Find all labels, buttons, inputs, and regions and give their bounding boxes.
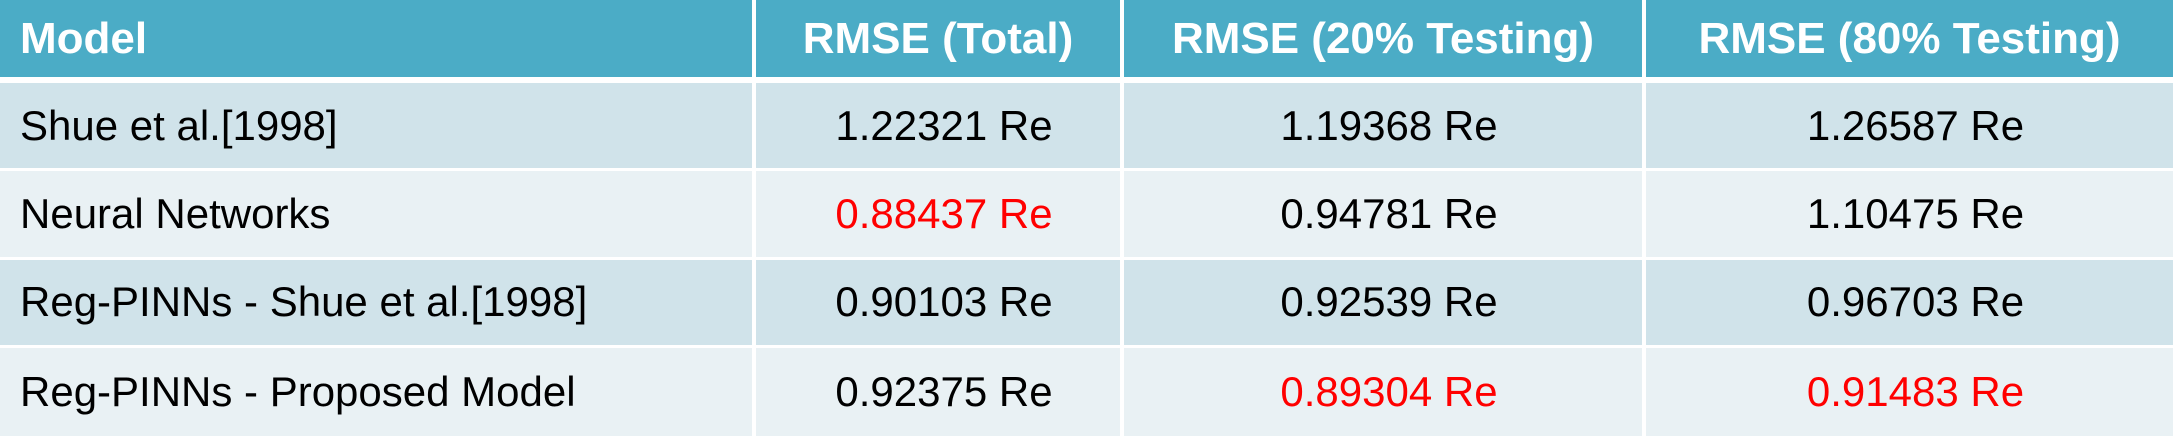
rmse-20-testing-cell: 0.94781 Re — [1120, 171, 1642, 260]
rmse-20-testing-cell-best: 0.89304 Re — [1120, 347, 1642, 436]
column-header-model: Model — [0, 0, 752, 83]
header-row: Model RMSE (Total) RMSE (20% Testing) RM… — [0, 0, 2173, 83]
rmse-total-cell: 0.90103 Re — [752, 259, 1120, 348]
rmse-80-testing-cell: 1.26587 Re — [1642, 83, 2173, 172]
model-name-cell: Reg-PINNs - Proposed Model — [0, 347, 752, 436]
table-row: Neural Networks 0.88437 Re 0.94781 Re 1.… — [0, 171, 2173, 260]
rmse-20-testing-cell: 1.19368 Re — [1120, 83, 1642, 172]
model-name-cell: Reg-PINNs - Shue et al.[1998] — [0, 259, 752, 348]
model-name-cell: Neural Networks — [0, 171, 752, 260]
column-header-rmse-20-testing: RMSE (20% Testing) — [1120, 0, 1642, 83]
model-name-cell: Shue et al.[1998] — [0, 83, 752, 172]
table-row: Reg-PINNs - Proposed Model 0.92375 Re 0.… — [0, 347, 2173, 436]
table-body: Shue et al.[1998] 1.22321 Re 1.19368 Re … — [0, 83, 2173, 436]
table-header: Model RMSE (Total) RMSE (20% Testing) RM… — [0, 0, 2173, 83]
rmse-total-cell: 0.92375 Re — [752, 347, 1120, 436]
table-row: Reg-PINNs - Shue et al.[1998] 0.90103 Re… — [0, 259, 2173, 348]
rmse-total-cell: 1.22321 Re — [752, 83, 1120, 172]
column-header-rmse-total: RMSE (Total) — [752, 0, 1120, 83]
rmse-80-testing-cell-best: 0.91483 Re — [1642, 347, 2173, 436]
rmse-80-testing-cell: 1.10475 Re — [1642, 171, 2173, 260]
table-row: Shue et al.[1998] 1.22321 Re 1.19368 Re … — [0, 83, 2173, 172]
column-header-rmse-80-testing: RMSE (80% Testing) — [1642, 0, 2173, 83]
rmse-80-testing-cell: 0.96703 Re — [1642, 259, 2173, 348]
rmse-total-cell-best: 0.88437 Re — [752, 171, 1120, 260]
rmse-20-testing-cell: 0.92539 Re — [1120, 259, 1642, 348]
